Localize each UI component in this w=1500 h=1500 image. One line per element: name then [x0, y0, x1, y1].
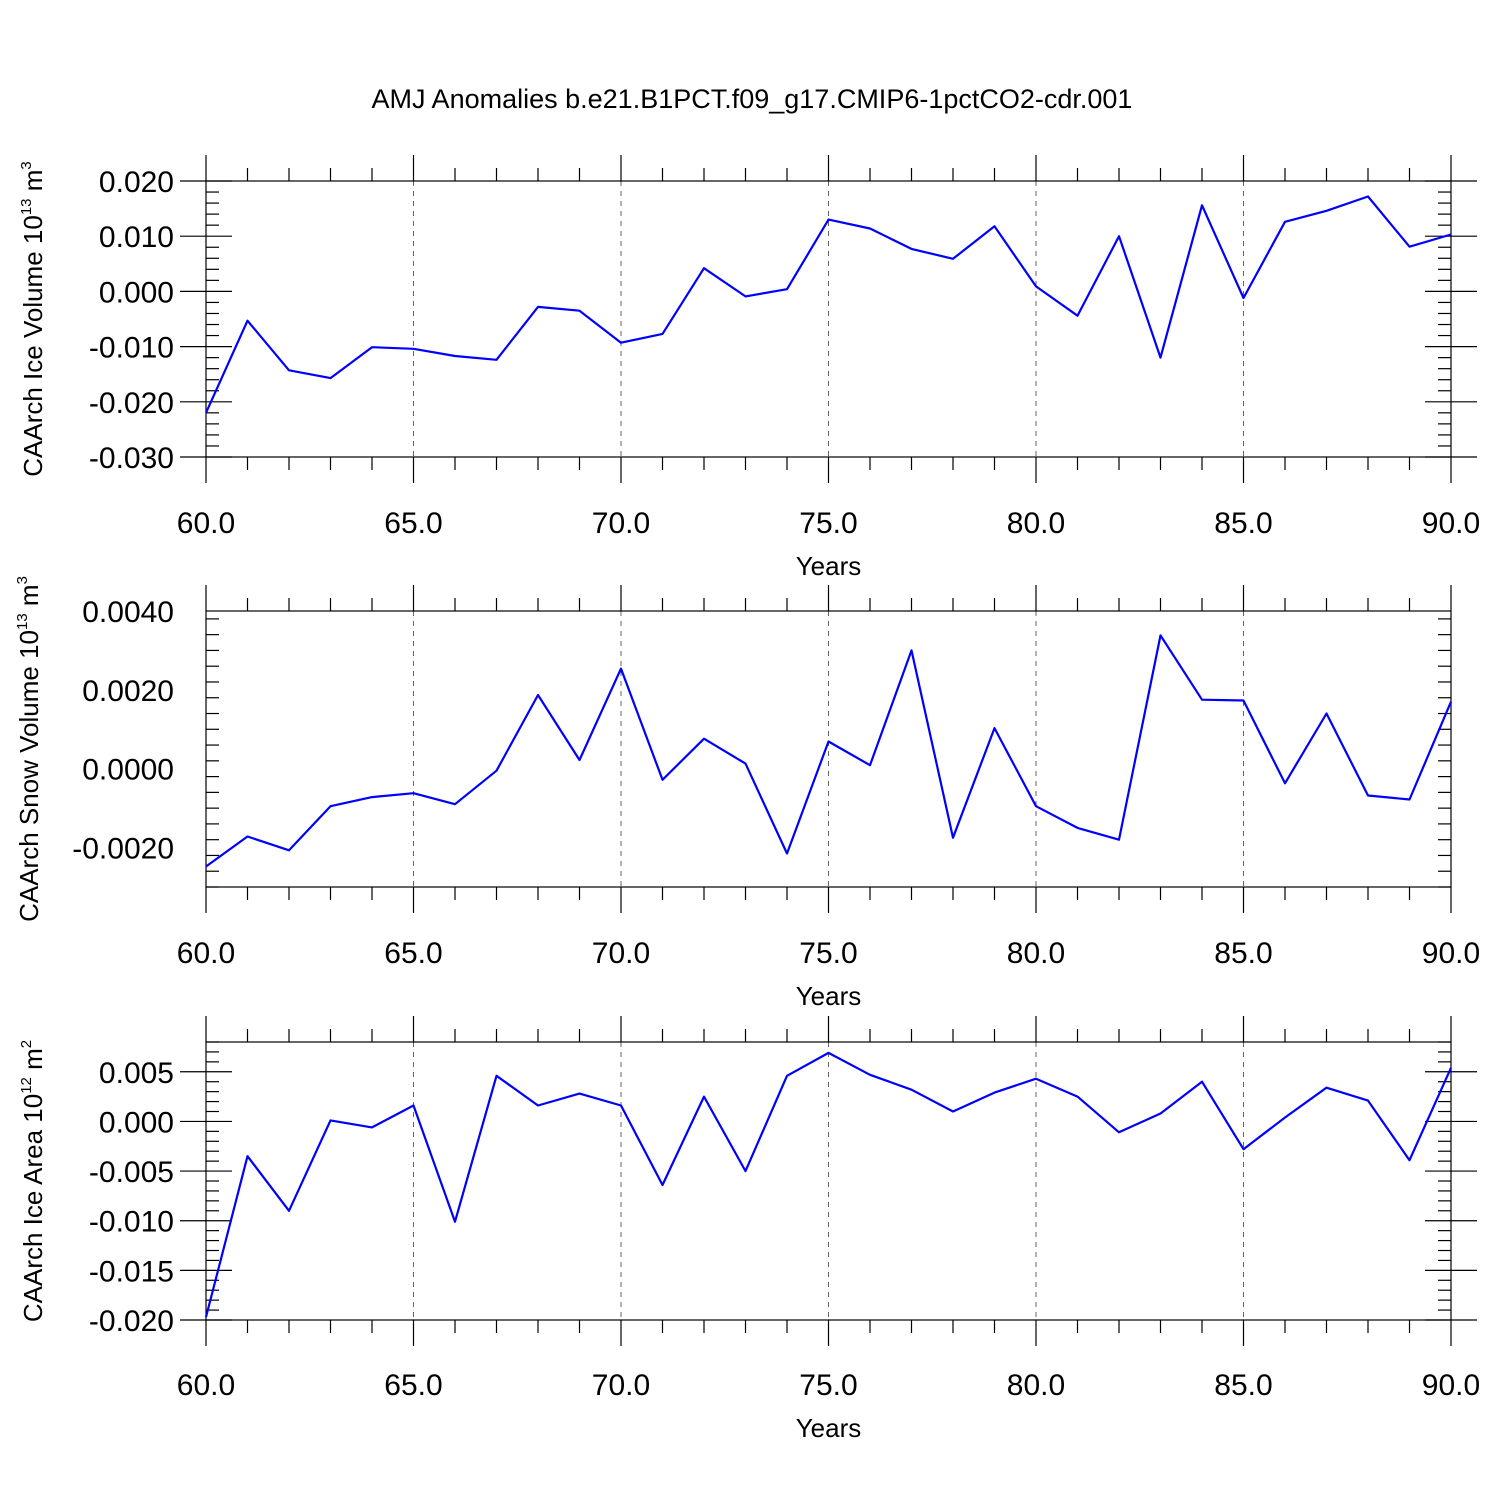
x-axis-title: Years [796, 981, 862, 1011]
x-tick-label: 65.0 [384, 1369, 442, 1402]
panel-ice-area: -0.020 -0.015 -0.010 -0.005 0.000 0.005 60.0 65… [18, 1016, 1480, 1443]
y-tick-label: -0.0020 [72, 833, 174, 866]
x-axis-title: Years [796, 551, 862, 581]
x-tick-label: 85.0 [1214, 937, 1272, 970]
y-tick-label: 0.020 [99, 166, 174, 199]
plot-frame [205, 610, 1452, 888]
x-tick-label: 60.0 [177, 507, 235, 540]
series-line [204, 1051, 1453, 1318]
y-tick-label: 0.010 [99, 221, 174, 254]
x-tick-label: 60.0 [177, 1369, 235, 1402]
x-tick-label: 70.0 [592, 937, 650, 970]
y-axis-title: CAArch Snow Volume 1013 m3 [14, 576, 44, 922]
x-axis-title: Years [796, 1413, 862, 1443]
plot-frame [205, 180, 1452, 458]
x-tick-label: 90.0 [1422, 507, 1480, 540]
series-line [204, 195, 1452, 414]
panel-snow-volume: -0.0020 0.0000 0.0020 0.0040 60.0 65.0 70.0 75.… [14, 576, 1480, 1011]
y-tick-label: -0.020 [89, 387, 174, 420]
y-tick-label: 0.000 [99, 1106, 174, 1139]
x-tick-label: 75.0 [799, 1369, 857, 1402]
figure-title: AMJ Anomalies b.e21.B1PCT.f09_g17.CMIP6-… [372, 84, 1133, 114]
x-tick-label: 65.0 [384, 507, 442, 540]
x-tick-label: 60.0 [177, 937, 235, 970]
series-line [205, 634, 1453, 868]
x-tick-label: 90.0 [1422, 937, 1480, 970]
x-tick-label: 75.0 [799, 937, 857, 970]
y-tick-label: 0.000 [99, 276, 174, 309]
y-axis-title: CAArch Ice Volume 1013 m3 [18, 161, 48, 477]
x-tick-label: 80.0 [1007, 1369, 1065, 1402]
y-tick-label: 0.0000 [82, 754, 174, 787]
panel-ice-volume: -0.030 -0.020 -0.010 0.000 0.010 0.020 60.0 65.… [18, 155, 1480, 581]
y-tick-label: 0.0020 [82, 675, 174, 708]
y-tick-label: -0.015 [89, 1255, 174, 1288]
y-tick-label: -0.010 [89, 1206, 174, 1239]
x-tick-label: 65.0 [384, 937, 442, 970]
x-tick-label: 70.0 [592, 507, 650, 540]
x-tick-label: 80.0 [1007, 507, 1065, 540]
y-tick-label: -0.030 [89, 442, 174, 475]
x-tick-label: 90.0 [1422, 1369, 1480, 1402]
y-tick-label: -0.005 [89, 1156, 174, 1189]
x-tick-label: 75.0 [799, 507, 857, 540]
x-tick-label: 80.0 [1007, 937, 1065, 970]
x-tick-label: 85.0 [1214, 507, 1272, 540]
y-tick-label: 0.005 [99, 1057, 174, 1090]
y-tick-label: 0.0040 [82, 596, 174, 629]
y-axis-title: CAArch Ice Area 1012 m2 [18, 1040, 48, 1322]
x-tick-label: 85.0 [1214, 1369, 1272, 1402]
plot-frame [205, 1041, 1452, 1321]
y-tick-label: -0.010 [89, 332, 174, 365]
x-tick-label: 70.0 [592, 1369, 650, 1402]
y-tick-label: -0.020 [89, 1305, 174, 1338]
